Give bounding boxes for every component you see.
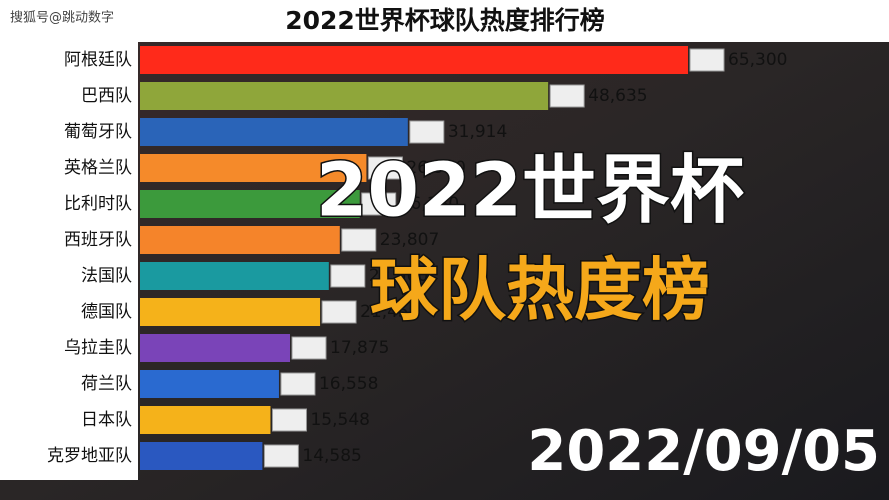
- title-panel: [0, 0, 889, 42]
- overlay-subtitle: 球队热度榜: [370, 252, 710, 331]
- flag: [271, 408, 307, 432]
- bar: [140, 370, 279, 398]
- category-label: 日本队: [81, 410, 132, 430]
- bar: [140, 82, 549, 110]
- bar: [140, 226, 340, 254]
- value-label: 15,548: [310, 410, 369, 430]
- overlay-title: 2022世界杯: [316, 148, 744, 234]
- bar: [140, 406, 271, 434]
- flag: [409, 120, 445, 144]
- bar: [140, 118, 408, 146]
- bar: [140, 262, 329, 290]
- flag: [330, 264, 366, 288]
- category-label: 比利时队: [64, 194, 132, 214]
- value-label: 26,980: [406, 158, 465, 178]
- flag: [291, 336, 327, 360]
- value-label: 22,500: [369, 266, 428, 286]
- value-label: 21,459: [360, 302, 419, 322]
- category-label: 葡萄牙队: [64, 122, 132, 142]
- value-label: 65,300: [728, 50, 787, 70]
- category-label: 西班牙队: [64, 230, 132, 250]
- chart-title: 2022世界杯球队热度排行榜: [285, 6, 605, 35]
- bar: [140, 154, 367, 182]
- bar: [140, 334, 291, 362]
- category-label: 英格兰队: [64, 158, 132, 178]
- value-label: 48,635: [588, 86, 647, 106]
- flag: [361, 192, 397, 216]
- bar: [140, 298, 321, 326]
- date-label: 2022/09/05: [527, 419, 880, 484]
- category-label: 巴西队: [81, 86, 132, 106]
- bar: [140, 190, 360, 218]
- label-panel: [0, 40, 138, 480]
- value-label: 26,180: [400, 194, 459, 214]
- category-label: 法国队: [81, 266, 132, 286]
- category-label: 德国队: [81, 302, 132, 322]
- watermark: 搜狐号@跳动数字: [10, 11, 114, 26]
- flag: [321, 300, 357, 324]
- category-label: 阿根廷队: [64, 50, 132, 70]
- value-label: 23,807: [380, 230, 439, 250]
- value-label: 16,558: [319, 374, 378, 394]
- value-label: 17,875: [330, 338, 389, 358]
- category-label: 克罗地亚队: [47, 446, 132, 466]
- value-label: 14,585: [302, 446, 361, 466]
- bar: [140, 442, 263, 470]
- category-label: 乌拉圭队: [64, 338, 132, 358]
- flag: [689, 48, 725, 72]
- category-label: 荷兰队: [81, 374, 132, 394]
- bar: [140, 46, 688, 74]
- value-label: 31,914: [448, 122, 507, 142]
- flag: [263, 444, 299, 468]
- flag: [549, 84, 585, 108]
- flag: [341, 228, 377, 252]
- flag: [367, 156, 403, 180]
- flag: [280, 372, 316, 396]
